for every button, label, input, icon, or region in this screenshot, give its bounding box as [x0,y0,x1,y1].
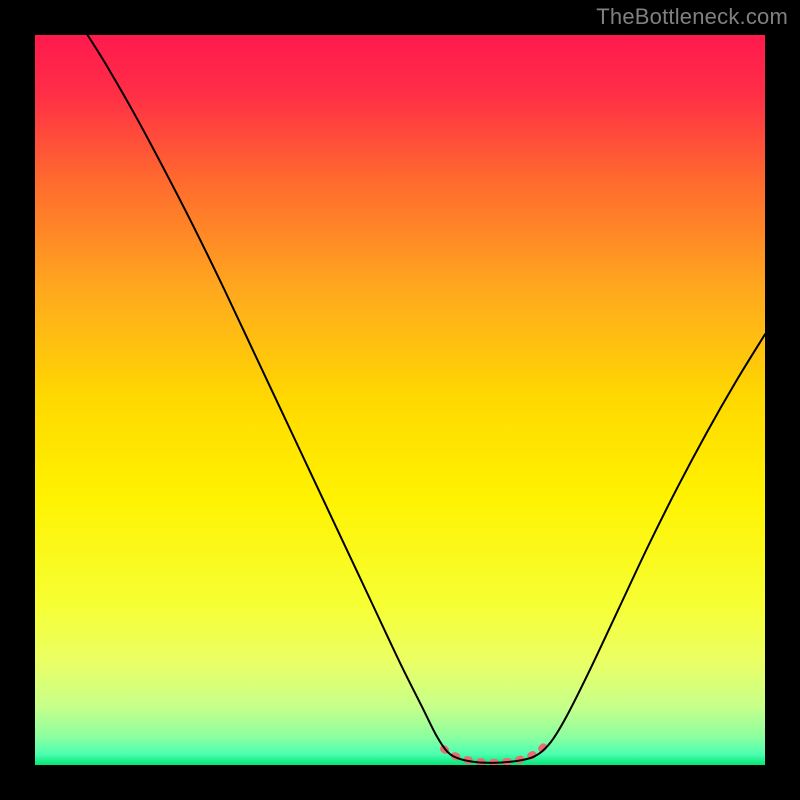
plot-area [35,35,765,765]
chart-frame: TheBottleneck.com [0,0,800,800]
bottleneck-curve-chart [35,35,765,765]
gradient-background [35,35,765,765]
watermark-text: TheBottleneck.com [596,4,788,30]
